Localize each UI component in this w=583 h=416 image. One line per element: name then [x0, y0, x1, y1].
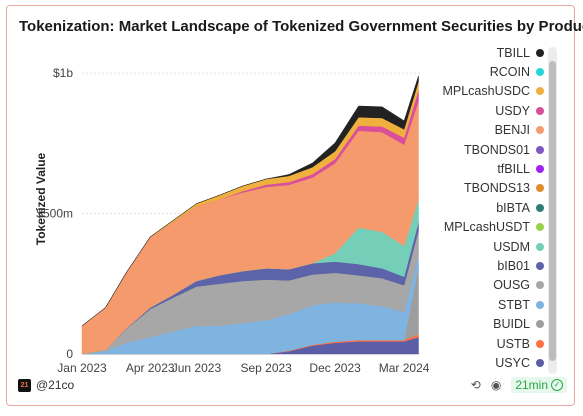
x-tick-label: Sep 2023 [240, 361, 292, 375]
legend-item-tbonds01[interactable]: TBONDS01 [420, 140, 544, 159]
legend-label: BUIDL [493, 317, 530, 332]
legend-item-usyc[interactable]: USYC [420, 353, 544, 372]
legend-label: USYC [495, 355, 530, 370]
legend-item-tfbill[interactable]: tfBILL [420, 159, 544, 178]
legend-item-mplcashusdt[interactable]: MPLcashUSDT [420, 218, 544, 237]
footer-actions: ⟲ ◉ 21min ✓ [461, 377, 567, 393]
legend-label: tfBILL [497, 162, 530, 177]
legend-swatch [536, 242, 544, 251]
legend-item-buidl[interactable]: BUIDL [420, 314, 544, 333]
legend-swatch [536, 261, 544, 270]
legend-label: TBONDS13 [464, 181, 530, 196]
legend-scrollbar-thumb[interactable] [549, 61, 556, 361]
legend-label: TBONDS01 [464, 142, 530, 157]
legend-swatch [536, 106, 544, 115]
legend-swatch [536, 339, 544, 348]
legend-label: bIBTA [496, 200, 530, 215]
legend-label: MPLcashUSDT [443, 220, 530, 235]
legend-label: TBILL [496, 45, 530, 60]
legend-scrollbar[interactable] [548, 47, 557, 374]
brand-logo: 21 [18, 378, 31, 392]
legend-swatch [536, 48, 544, 57]
x-tick-label: Apr 2023 [126, 361, 175, 375]
refresh-badge: 21min ✓ [511, 377, 567, 393]
legend-swatch [536, 203, 544, 212]
refresh-time: 21min [515, 378, 548, 392]
share-icon[interactable]: ⟲ [470, 378, 481, 392]
y-tick-label: $500m [36, 207, 73, 221]
legend-item-stbt[interactable]: STBT [420, 295, 544, 314]
y-tick-label: $1b [53, 66, 73, 80]
legend-swatch [536, 87, 544, 96]
series-area-tbill[interactable] [81, 75, 419, 327]
legend-label: MPLcashUSDC [442, 84, 530, 99]
chart-legend: TBILL RCOIN MPLcashUSDC USDY BENJI TBONDS01 tf… [420, 43, 544, 373]
footer-brand[interactable]: 21 @21co [18, 378, 74, 392]
legend-label: USDY [495, 103, 530, 118]
brand-handle: @21co [36, 378, 75, 392]
legend-swatch [536, 126, 544, 135]
legend-item-usdy[interactable]: USDY [420, 101, 544, 120]
legend-label: BENJI [494, 123, 530, 138]
legend-swatch [536, 145, 544, 154]
legend-item-tbill[interactable]: TBILL [420, 43, 544, 62]
chart-title: Tokenization: Market Landscape of Tokeni… [19, 18, 583, 35]
legend-label: USDM [493, 239, 530, 254]
x-tick-label: Mar 2024 [379, 361, 430, 375]
x-tick-label: Jun 2023 [172, 361, 222, 375]
y-tick-label: 0 [66, 347, 73, 361]
legend-swatch [536, 184, 544, 193]
legend-swatch [536, 281, 544, 290]
legend-item-tbonds13[interactable]: TBONDS13 [420, 179, 544, 198]
legend-item-ustb[interactable]: USTB [420, 334, 544, 353]
legend-item-bib01[interactable]: bIB01 [420, 256, 544, 275]
legend-swatch [536, 223, 544, 232]
legend-item-rcoin[interactable]: RCOIN [420, 62, 544, 81]
check-circle-icon: ✓ [551, 379, 563, 391]
legend-label: USTB [496, 336, 530, 351]
x-tick-label: Dec 2023 [309, 361, 361, 375]
legend-label: bIB01 [497, 258, 530, 273]
legend-label: OUSG [493, 278, 530, 293]
legend-item-usdm[interactable]: USDM [420, 237, 544, 256]
legend-item-mplcashusdc[interactable]: MPLcashUSDC [420, 82, 544, 101]
legend-item-ousg[interactable]: OUSG [420, 276, 544, 295]
camera-icon[interactable]: ◉ [490, 378, 502, 392]
legend-item-bibta[interactable]: bIBTA [420, 198, 544, 217]
legend-swatch [536, 358, 544, 367]
legend-swatch [536, 320, 544, 329]
legend-item-benji[interactable]: BENJI [420, 121, 544, 140]
legend-swatch [536, 68, 544, 77]
legend-swatch [536, 300, 544, 309]
legend-swatch [536, 165, 544, 174]
legend-label: STBT [498, 297, 530, 312]
x-tick-label: Jan 2023 [57, 361, 107, 375]
legend-label: RCOIN [489, 65, 530, 80]
